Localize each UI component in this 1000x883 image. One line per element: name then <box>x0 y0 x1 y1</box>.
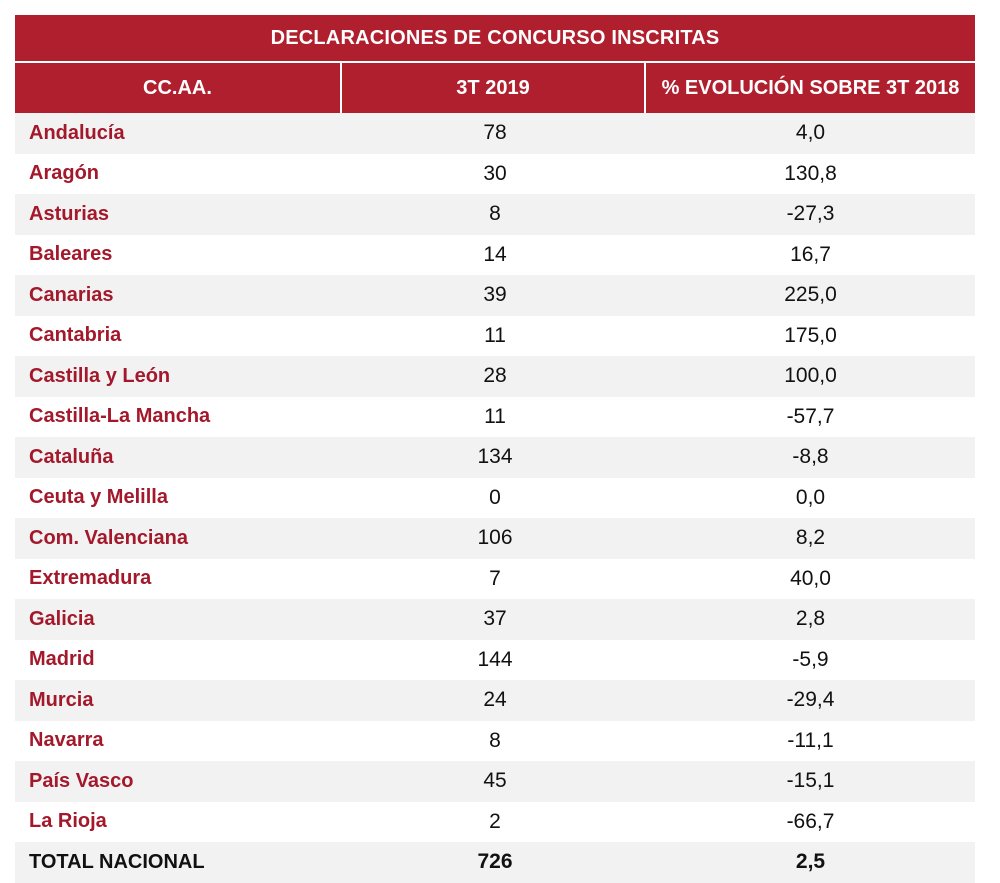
header-evolucion: % EVOLUCIÓN SOBRE 3T 2018 <box>646 63 975 113</box>
table-row: Navarra 8 -11,1 <box>15 720 975 761</box>
table-row: La Rioja 2 -66,7 <box>15 801 975 842</box>
value-cell: 78 <box>483 121 507 145</box>
table-row: País Vasco 45 -15,1 <box>15 761 975 802</box>
header-row: CC.AA. 3T 2019 % EVOLUCIÓN SOBRE 3T 2018 <box>15 63 975 113</box>
change-cell: 4,0 <box>795 121 826 145</box>
change-cell: -8,8 <box>792 445 829 469</box>
value-cell: 37 <box>483 607 507 631</box>
table-row: Andalucía 78 4,0 <box>15 113 975 154</box>
change-cell: -5,9 <box>792 647 829 671</box>
region-cell: Murcia <box>29 688 94 711</box>
region-cell: Baleares <box>29 243 113 266</box>
table-row: Murcia 24 -29,4 <box>15 680 975 721</box>
change-cell: -15,1 <box>786 769 835 793</box>
value-cell: 24 <box>483 688 507 712</box>
table-row: Galicia 37 2,8 <box>15 599 975 640</box>
value-cell: 39 <box>483 283 507 307</box>
value-cell: 14 <box>483 242 507 266</box>
change-cell: 2,5 <box>795 850 826 874</box>
table-row: Aragón 30 130,8 <box>15 153 975 194</box>
change-cell: 175,0 <box>784 323 837 347</box>
change-cell: 130,8 <box>784 161 837 185</box>
change-cell: 40,0 <box>790 566 831 590</box>
table-row: Castilla y León 28 100,0 <box>15 356 975 397</box>
value-cell: 8 <box>489 728 501 752</box>
table-row: Ceuta y Melilla 0 0,0 <box>15 477 975 518</box>
change-cell: -29,4 <box>786 688 835 712</box>
region-cell: Castilla-La Mancha <box>29 405 211 428</box>
region-cell: TOTAL NACIONAL <box>29 850 205 873</box>
region-cell: Galicia <box>29 607 95 630</box>
region-cell: Navarra <box>29 729 104 752</box>
region-cell: Madrid <box>29 648 95 671</box>
value-cell: 45 <box>483 769 507 793</box>
value-cell: 0 <box>489 485 501 509</box>
value-cell: 106 <box>477 526 513 550</box>
change-cell: 8,2 <box>795 526 826 550</box>
region-cell: Canarias <box>29 283 114 306</box>
region-cell: Ceuta y Melilla <box>29 486 168 509</box>
table-row: Canarias 39 225,0 <box>15 275 975 316</box>
value-cell: 28 <box>483 364 507 388</box>
region-cell: Andalucía <box>29 121 125 144</box>
table-row: Castilla-La Mancha 11 -57,7 <box>15 396 975 437</box>
table-row: Extremadura 7 40,0 <box>15 558 975 599</box>
change-cell: 225,0 <box>784 283 837 307</box>
table-row: Madrid 144 -5,9 <box>15 639 975 680</box>
header-3t2019: 3T 2019 <box>342 63 646 113</box>
table-row: Cataluña 134 -8,8 <box>15 437 975 478</box>
change-cell: -11,1 <box>787 728 834 752</box>
region-cell: Castilla y León <box>29 364 171 387</box>
value-cell: 144 <box>477 647 513 671</box>
value-cell: 2 <box>489 809 501 833</box>
concurso-table: DECLARACIONES DE CONCURSO INSCRITAS CC.A… <box>15 15 975 883</box>
table-body: Andalucía 78 4,0 Aragón 30 130,8 Asturias 8 -27,… <box>15 113 975 883</box>
change-cell: -27,3 <box>786 202 835 226</box>
change-cell: -57,7 <box>786 404 835 428</box>
region-cell: Cataluña <box>29 445 114 468</box>
value-cell: 8 <box>489 202 501 226</box>
change-cell: 16,7 <box>790 242 831 266</box>
table-row: Com. Valenciana 106 8,2 <box>15 518 975 559</box>
total-row: TOTAL NACIONAL 726 2,5 <box>15 842 975 883</box>
table-title: DECLARACIONES DE CONCURSO INSCRITAS <box>15 15 975 63</box>
value-cell: 134 <box>477 445 513 469</box>
change-cell: 100,0 <box>784 364 837 388</box>
change-cell: 0,0 <box>795 485 826 509</box>
header-ccaa: CC.AA. <box>15 63 342 113</box>
table-row: Baleares 14 16,7 <box>15 234 975 275</box>
value-cell: 11 <box>484 404 506 428</box>
value-cell: 11 <box>484 323 506 347</box>
region-cell: País Vasco <box>29 769 134 792</box>
change-cell: -66,7 <box>786 809 835 833</box>
value-cell: 7 <box>489 566 501 590</box>
table-row: Asturias 8 -27,3 <box>15 194 975 235</box>
region-cell: Cantabria <box>29 324 122 347</box>
value-cell: 30 <box>483 161 507 185</box>
value-cell: 726 <box>477 850 513 874</box>
region-cell: Asturias <box>29 202 110 225</box>
region-cell: La Rioja <box>29 810 107 833</box>
region-cell: Aragón <box>29 162 99 185</box>
table-row: Cantabria 11 175,0 <box>15 315 975 356</box>
region-cell: Extremadura <box>29 567 152 590</box>
change-cell: 2,8 <box>795 607 826 631</box>
region-cell: Com. Valenciana <box>29 526 188 549</box>
